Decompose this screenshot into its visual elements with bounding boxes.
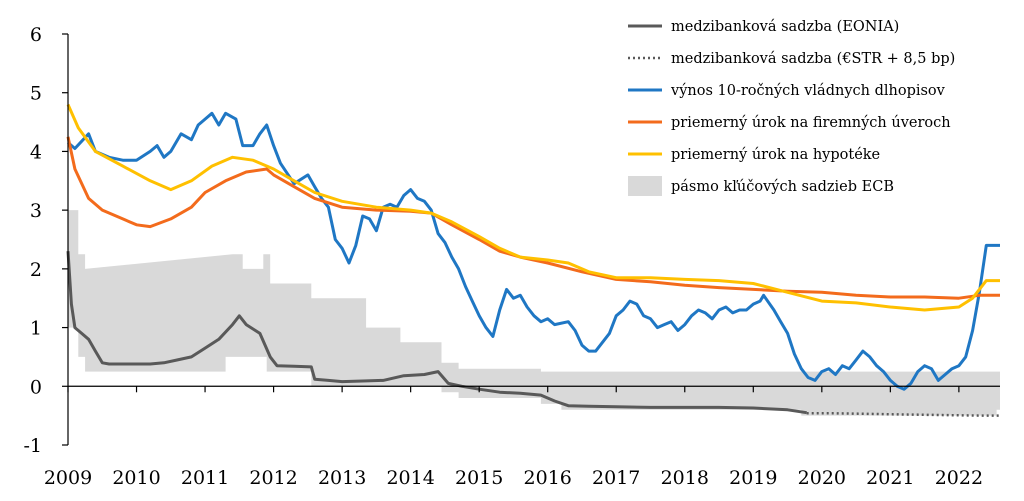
x-tick-label: 2012 — [249, 467, 297, 489]
y-tick-label: 0 — [30, 376, 42, 398]
x-tick-label: 2009 — [44, 467, 92, 489]
x-tick-label: 2016 — [524, 467, 572, 489]
x-tick-label: 2019 — [729, 467, 777, 489]
y-tick-label: 3 — [30, 200, 42, 222]
y-tick-label: -1 — [23, 435, 42, 457]
x-tick-label: 2018 — [661, 467, 709, 489]
x-tick-label: 2011 — [181, 467, 229, 489]
legend-swatch-band — [628, 176, 662, 196]
ecb-rate-band — [68, 210, 1000, 416]
x-tick-label: 2013 — [318, 467, 366, 489]
legend-label-1: medzibanková sadzba (€STR + 8,5 bp) — [671, 51, 955, 67]
series-lines — [66, 103, 1000, 417]
legend-label-4: priemerný úrok na hypotéke — [671, 146, 880, 163]
legend-label-0: medzibanková sadzba (EONIA) — [671, 19, 899, 35]
series-line-4 — [66, 103, 1000, 312]
legend-label-3: priemerný úrok na firemných úveroch — [671, 114, 951, 131]
ecb-band-area — [68, 210, 1000, 416]
legend-label-5: pásmo kľúčových sadzieb ECB — [671, 178, 894, 195]
x-tick-label: 2022 — [935, 467, 983, 489]
x-tick-label: 2015 — [455, 467, 503, 489]
x-tick-label: 2014 — [386, 467, 434, 489]
y-tick-label: 4 — [30, 141, 42, 163]
x-tick-label: 2017 — [592, 467, 640, 489]
y-tick-label: 5 — [30, 83, 42, 105]
y-tick-label: 2 — [30, 259, 42, 281]
series-line-0 — [66, 251, 807, 415]
x-tick-label: 2020 — [798, 467, 846, 489]
y-tick-label: 1 — [30, 318, 42, 340]
series-line-2 — [67, 111, 1000, 391]
y-tick-label: 6 — [30, 24, 42, 46]
x-tick-label: 2021 — [866, 467, 914, 489]
legend-label-2: výnos 10-ročných vládnych dlhopisov — [670, 82, 946, 99]
legend: medzibanková sadzba (EONIA) medzibanková … — [628, 19, 955, 196]
axes: -1 0 1 2 3 4 5 6 2009 2010 2011 2012 2013 2014 2015 201… — [23, 24, 1000, 489]
x-tick-label: 2010 — [112, 467, 160, 489]
